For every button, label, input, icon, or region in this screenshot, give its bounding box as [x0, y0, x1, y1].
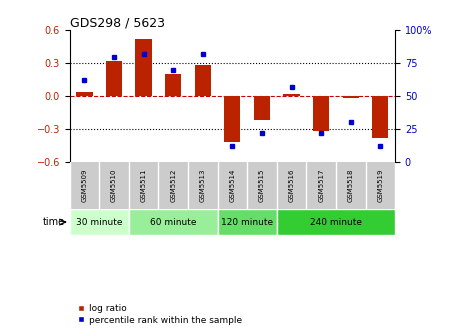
Bar [313, 96, 329, 131]
Bar [277, 209, 395, 235]
Text: GSM5515: GSM5515 [259, 169, 265, 202]
Bar [218, 209, 277, 235]
Bar [283, 94, 299, 96]
Bar [194, 65, 211, 96]
Text: 60 minute: 60 minute [150, 218, 196, 226]
Text: GSM5511: GSM5511 [141, 169, 146, 202]
Text: GSM5516: GSM5516 [289, 169, 295, 202]
Text: GSM5509: GSM5509 [81, 169, 88, 202]
Bar [372, 96, 388, 137]
Text: GSM5514: GSM5514 [229, 169, 235, 202]
Bar [129, 209, 218, 235]
Text: GDS298 / 5623: GDS298 / 5623 [70, 16, 165, 29]
Bar [76, 91, 92, 96]
Bar [70, 209, 129, 235]
Bar [343, 96, 359, 98]
Text: 240 minute: 240 minute [310, 218, 362, 226]
Bar [254, 96, 270, 120]
Bar [136, 39, 152, 96]
Text: 120 minute: 120 minute [221, 218, 273, 226]
Text: GSM5512: GSM5512 [170, 169, 176, 202]
Bar [224, 96, 241, 142]
Text: 30 minute: 30 minute [76, 218, 123, 226]
Text: GSM5517: GSM5517 [318, 169, 324, 202]
Bar [106, 61, 122, 96]
Text: time: time [43, 217, 65, 227]
Text: GSM5510: GSM5510 [111, 169, 117, 202]
Bar [165, 74, 181, 96]
Text: GSM5513: GSM5513 [200, 169, 206, 202]
Legend: log ratio, percentile rank within the sample: log ratio, percentile rank within the sa… [74, 300, 246, 328]
Text: GSM5518: GSM5518 [348, 169, 354, 202]
Text: GSM5519: GSM5519 [377, 169, 383, 202]
